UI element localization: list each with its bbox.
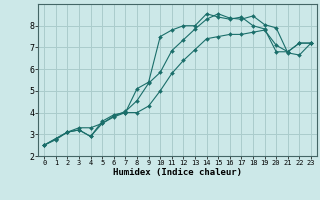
- X-axis label: Humidex (Indice chaleur): Humidex (Indice chaleur): [113, 168, 242, 177]
